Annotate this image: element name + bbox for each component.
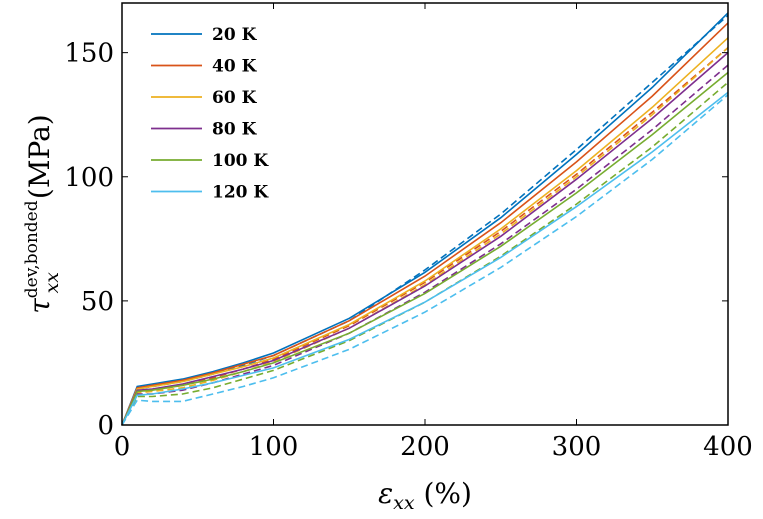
x-tick-label: 0 [114,432,131,462]
x-axis-label: εxx (%) [378,477,472,514]
series-40k-solid-line [121,22,729,426]
series-20k-solid-line [121,12,729,426]
y-axis-subscript: xx [41,272,63,294]
x-axis-symbol: ε [378,477,393,510]
legend-label: 20 K [212,25,258,45]
y-axis-label: τdev,bondedxx (MPa) [22,114,63,313]
axis-ticks: 0 100 200 300 400 0 50 100 150 [64,3,753,462]
y-axis-superscript: dev,bonded [22,200,42,298]
legend-label: 100 K [212,151,269,171]
series-80k-solid-line [121,51,729,426]
series-60k-solid-line [121,37,729,426]
series-120k-solid-line [121,91,729,426]
x-tick-label: 200 [400,432,450,462]
x-axis-subscript: xx [393,492,415,514]
series-20k-dashed-line [121,14,729,426]
series-40k-dashed-line [121,47,729,426]
plot-area [121,12,729,426]
series-100k-dashed-line [121,81,729,426]
legend-label: 40 K [212,57,258,77]
y-axis-unit: (MPa) [23,114,56,199]
y-axis-symbol: τ [23,298,56,314]
x-tick-label: 400 [703,432,753,462]
series-100k-solid-line [121,71,729,426]
series-60k-dashed-line [121,47,729,426]
series-120k-dashed-line [121,94,729,426]
legend-label: 120 K [212,183,269,203]
x-axis-unit: (%) [423,477,471,510]
y-tick-label: 0 [97,411,114,441]
x-tick-label: 300 [552,432,602,462]
legend-label: 60 K [212,88,258,108]
y-tick-label: 50 [81,287,114,317]
y-tick-label: 100 [64,163,114,193]
y-tick-label: 150 [64,39,114,69]
legend-label: 80 K [212,120,258,140]
legend: 20 K 40 K 60 K 80 K 100 K 120 K [151,25,269,203]
x-tick-label: 100 [249,432,299,462]
